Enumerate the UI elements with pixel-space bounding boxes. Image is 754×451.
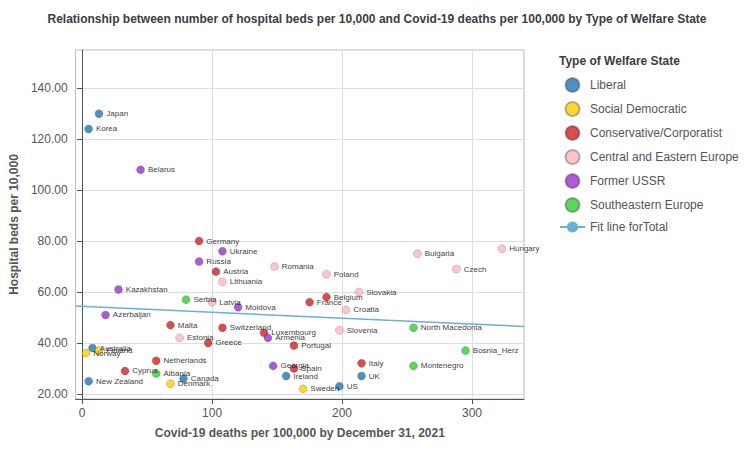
- svg-text:Spain: Spain: [301, 363, 322, 373]
- svg-text:300: 300: [462, 406, 482, 420]
- svg-text:Korea: Korea: [96, 124, 118, 133]
- svg-text:UK: UK: [369, 372, 381, 381]
- svg-text:100: 100: [202, 406, 222, 420]
- svg-text:Czech: Czech: [464, 265, 487, 274]
- svg-text:Southeastern Europe: Southeastern Europe: [590, 198, 704, 212]
- svg-text:Azerbaijan: Azerbaijan: [113, 310, 151, 319]
- svg-text:200: 200: [332, 406, 352, 420]
- svg-text:Georgia: Georgia: [280, 361, 309, 370]
- svg-text:Former USSR: Former USSR: [590, 174, 666, 188]
- svg-text:US: US: [347, 382, 358, 391]
- svg-text:40.00: 40.00: [38, 336, 68, 350]
- svg-text:Social Democratic: Social Democratic: [590, 102, 687, 116]
- svg-text:Greece: Greece: [215, 338, 242, 347]
- svg-text:North Macedonia: North Macedonia: [421, 323, 482, 332]
- svg-text:Belgium: Belgium: [333, 292, 363, 302]
- svg-text:Belarus: Belarus: [148, 165, 175, 174]
- svg-text:Estonia: Estonia: [187, 333, 214, 342]
- svg-text:Relationship between number of: Relationship between number of hospital …: [47, 12, 706, 26]
- svg-text:Cyprus: Cyprus: [132, 366, 157, 375]
- svg-text:Netherlands: Netherlands: [163, 356, 206, 365]
- svg-text:Kazakhstan: Kazakhstan: [126, 285, 168, 294]
- svg-text:Central and Eastern Europe: Central and Eastern Europe: [590, 150, 739, 164]
- svg-text:Lithuania: Lithuania: [230, 277, 263, 286]
- svg-text:Norway: Norway: [93, 349, 120, 358]
- svg-text:Austria: Austria: [223, 267, 248, 276]
- svg-text:Serbia: Serbia: [193, 295, 217, 304]
- svg-text:France: France: [317, 298, 342, 307]
- svg-text:Bosnia_Herz: Bosnia_Herz: [473, 346, 519, 355]
- svg-text:Slovakia: Slovakia: [366, 288, 397, 297]
- svg-text:20.00: 20.00: [38, 387, 68, 401]
- svg-text:Malta: Malta: [178, 321, 198, 330]
- svg-text:Sweden: Sweden: [310, 384, 339, 393]
- svg-text:New Zealand: New Zealand: [96, 377, 143, 386]
- svg-text:Hospital beds per 10,000: Hospital beds per 10,000: [7, 154, 21, 295]
- svg-text:Poland: Poland: [334, 270, 359, 279]
- svg-text:Conservative/Corporatist: Conservative/Corporatist: [590, 126, 723, 140]
- svg-text:Japan: Japan: [106, 109, 128, 118]
- svg-text:120.00: 120.00: [31, 132, 68, 146]
- svg-text:Liberal: Liberal: [590, 78, 626, 92]
- svg-text:Hungary: Hungary: [509, 244, 539, 253]
- svg-text:Denmark: Denmark: [178, 379, 211, 388]
- svg-text:Romania: Romania: [282, 262, 315, 271]
- svg-text:Ireland: Ireland: [293, 371, 318, 381]
- svg-text:Italy: Italy: [369, 359, 384, 368]
- svg-text:Portugal: Portugal: [301, 341, 331, 350]
- svg-text:Moldova: Moldova: [245, 303, 276, 312]
- svg-text:Germany: Germany: [206, 237, 239, 246]
- svg-text:Albania: Albania: [163, 369, 190, 378]
- svg-text:0: 0: [79, 406, 86, 420]
- svg-text:80.00: 80.00: [38, 234, 68, 248]
- svg-text:Type of Welfare State: Type of Welfare State: [559, 54, 680, 68]
- svg-text:Russia: Russia: [206, 257, 231, 266]
- svg-text:100.00: 100.00: [31, 183, 68, 197]
- svg-text:Ukraine: Ukraine: [230, 247, 258, 256]
- svg-text:Croatia: Croatia: [353, 305, 379, 314]
- svg-text:Montenegro: Montenegro: [421, 361, 464, 370]
- svg-text:Switzerland: Switzerland: [230, 323, 271, 332]
- svg-text:Bulgaria: Bulgaria: [425, 249, 455, 258]
- svg-text:Latvia: Latvia: [219, 298, 241, 307]
- svg-text:60.00: 60.00: [38, 285, 68, 299]
- svg-text:Armenia: Armenia: [275, 333, 305, 342]
- svg-text:140.00: 140.00: [31, 81, 68, 95]
- svg-text:Covid-19 deaths per 100,000 by: Covid-19 deaths per 100,000 by December …: [155, 426, 445, 440]
- svg-text:Fit line forTotal: Fit line forTotal: [590, 220, 668, 234]
- svg-text:Slovenia: Slovenia: [347, 326, 378, 335]
